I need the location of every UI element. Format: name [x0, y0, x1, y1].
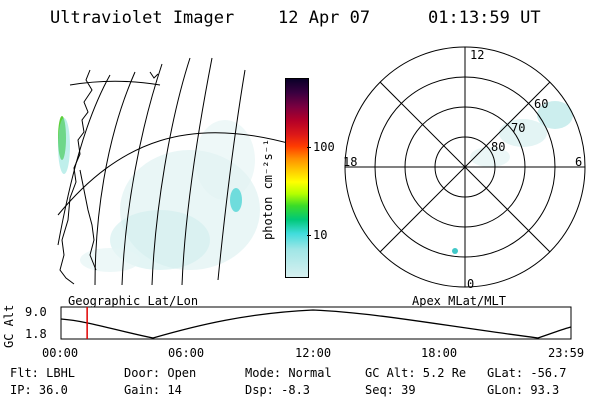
coastline-2	[79, 169, 97, 271]
lon-grid	[57, 57, 246, 286]
polar-emission	[452, 101, 573, 254]
alt-xtick-4: 23:59	[548, 346, 585, 360]
colorbar	[285, 78, 309, 278]
glat-info: GLat: -56.7	[487, 366, 567, 380]
filter-info: Flt: LBHL	[10, 366, 76, 380]
dsp-info: Dsp: -8.3	[245, 383, 311, 397]
altitude-plot	[60, 306, 572, 340]
lat-label-80: 80	[491, 140, 505, 154]
mode-info: Mode: Normal	[245, 366, 332, 380]
alt-xtick-1: 06:00	[168, 346, 205, 360]
alt-ytick-high: 9.0	[25, 305, 47, 319]
altitude-curve	[60, 309, 572, 339]
gain-info: Gain: 14	[124, 383, 182, 397]
alt-xtick-2: 12:00	[295, 346, 332, 360]
alt-xtick-3: 18:00	[421, 346, 458, 360]
mlt-label-12: 12	[470, 48, 484, 62]
colorbar-tick-100	[307, 147, 311, 148]
alt-ytick-low: 1.8	[25, 327, 47, 341]
alt-ylabel: GC Alt	[2, 304, 16, 348]
colorbar-tick-label-10: 10	[313, 228, 328, 242]
seq-info: Seq: 39	[365, 383, 416, 397]
colorbar-tick-label-100: 100	[313, 140, 335, 154]
colorbar-label: photon cm⁻²s⁻¹	[261, 138, 275, 240]
lat-label-70: 70	[511, 121, 525, 135]
mlt-label-0: 0	[467, 277, 474, 291]
instrument-title: Ultraviolet Imager	[50, 8, 235, 28]
ghost-mark	[149, 71, 159, 79]
ip-info: IP: 36.0	[10, 383, 68, 397]
glon-info: GLon: 93.3	[487, 383, 560, 397]
mlt-label-18: 18	[343, 155, 357, 169]
time-label: 01:13:59 UT	[428, 8, 541, 28]
alt-xtick-0: 00:00	[42, 346, 79, 360]
lat-label-60: 60	[534, 97, 548, 111]
geographic-image	[57, 57, 296, 286]
polar-spokes	[345, 47, 585, 287]
lat-grid	[57, 80, 296, 216]
mlt-label-6: 6	[575, 155, 582, 169]
door-info: Door: Open	[124, 366, 197, 380]
polar-caption: Apex MLat/MLT	[412, 294, 506, 308]
colorbar-tick-10	[307, 235, 311, 236]
polar-plot: 12 18 6 0 60 70 80	[343, 46, 586, 291]
geographic-caption: Geographic Lat/Lon	[68, 294, 199, 308]
auroral-emission	[58, 116, 260, 272]
date-label: 12 Apr 07	[278, 8, 371, 28]
coastline	[59, 69, 93, 285]
gc-alt-info: GC Alt: 5.2 Re	[365, 366, 467, 380]
